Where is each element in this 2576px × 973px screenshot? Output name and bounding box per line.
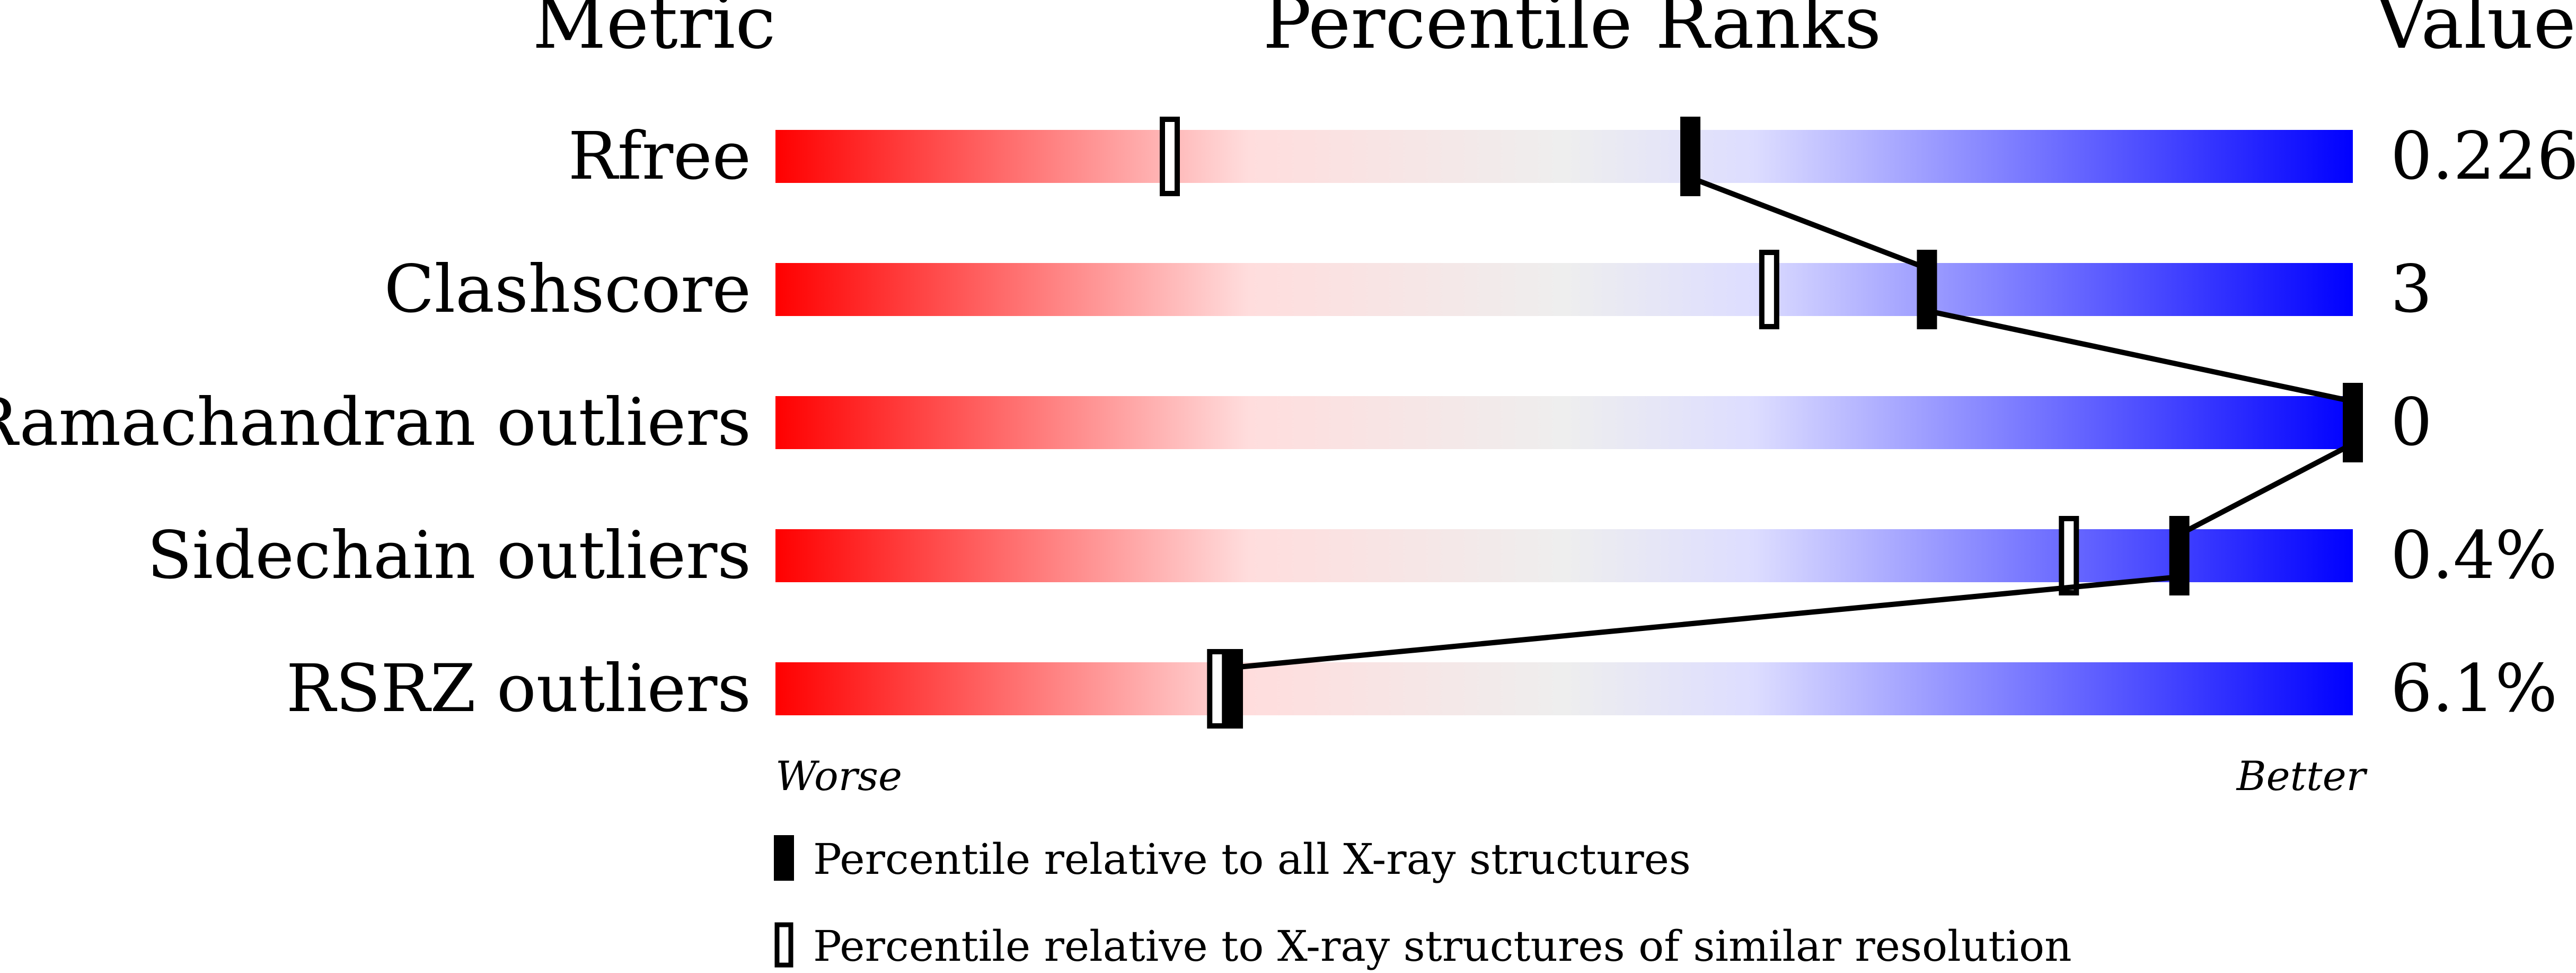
all-structures-marker — [1917, 250, 1937, 329]
connector-line — [1926, 308, 2354, 404]
metric-value: 0 — [2390, 384, 2432, 461]
metric-row: RSRZ outliers 6.1% — [286, 649, 2557, 729]
metric-label: RSRZ outliers — [286, 651, 751, 727]
percentile-bar — [775, 662, 2353, 715]
connector-line — [1689, 175, 1928, 271]
metric-value: 3 — [2390, 251, 2432, 328]
percentile-bar — [775, 263, 2353, 316]
metric-label: Ramachandran outliers — [0, 384, 751, 461]
percentile-bar — [775, 529, 2353, 582]
percentile-bar — [775, 396, 2353, 449]
connector-line — [2178, 441, 2354, 537]
metric-value: 0.226 — [2390, 118, 2576, 195]
metric-label: Clashscore — [384, 251, 751, 328]
similar-resolution-marker — [2059, 516, 2079, 595]
percentile-bar — [775, 130, 2353, 183]
legend-open-label: Percentile relative to X-ray structures … — [813, 922, 2072, 971]
metric-value: 0.4% — [2390, 518, 2557, 594]
similar-resolution-marker — [1160, 117, 1180, 196]
header-percentile-ranks: Percentile Ranks — [1263, 0, 1882, 65]
better-label: Better — [2236, 752, 2368, 800]
worse-label: Worse — [775, 752, 902, 800]
metric-value: 6.1% — [2390, 651, 2557, 727]
all-structures-marker — [1223, 649, 1243, 729]
legend-filled-marker — [774, 835, 794, 881]
metric-row: Ramachandran outliers 0 — [0, 383, 2432, 462]
connector-line — [1232, 574, 2180, 670]
legend-open-marker — [774, 922, 793, 968]
metric-row: Clashscore 3 — [384, 250, 2432, 329]
similar-resolution-marker — [1759, 250, 1779, 329]
legend: Percentile relative to all X-ray structu… — [774, 835, 2072, 971]
header-value: Value — [2375, 0, 2576, 65]
legend-filled-label: Percentile relative to all X-ray structu… — [813, 835, 1691, 884]
metric-label: Rfree — [568, 118, 751, 195]
similar-resolution-marker — [1207, 649, 1228, 729]
all-structures-marker — [1680, 117, 1701, 196]
metric-label: Sidechain outliers — [147, 518, 752, 594]
metric-row: Rfree 0.226 — [568, 117, 2576, 196]
header-metric: Metric — [532, 0, 775, 65]
